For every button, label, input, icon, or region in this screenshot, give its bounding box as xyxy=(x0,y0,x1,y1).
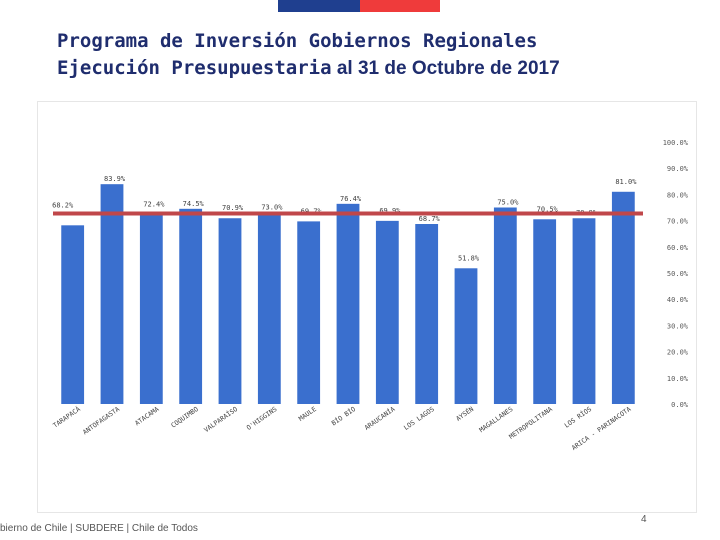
y-tick-label: 60.0% xyxy=(667,244,689,252)
x-tick-label: ATACAMA xyxy=(133,405,160,427)
data-label: 81.0% xyxy=(615,178,637,186)
y-tick-label: 20.0% xyxy=(667,349,689,357)
subtitle-main: Ejecución Presupuestaria xyxy=(57,57,332,79)
data-label: 70.5% xyxy=(537,205,559,213)
data-label: 83.9% xyxy=(104,175,126,183)
x-tick-label: LOS RÍOS xyxy=(562,404,593,429)
data-label: 69.7% xyxy=(301,207,323,215)
data-label: 72.4% xyxy=(143,200,165,208)
subtitle-date: al 31 de Octubre de 2017 xyxy=(331,58,560,79)
y-tick-label: 40.0% xyxy=(667,296,689,304)
page-subtitle: Ejecución Presupuestaria al 31 de Octubr… xyxy=(57,57,560,80)
y-tick-label: 70.0% xyxy=(667,218,689,226)
bar xyxy=(611,191,635,404)
data-label: 76.4% xyxy=(340,195,362,203)
y-tick-label: 90.0% xyxy=(667,165,689,173)
data-label: 74.5% xyxy=(183,200,205,208)
data-label: 51.8% xyxy=(458,254,480,262)
data-label: 70.9% xyxy=(222,204,244,212)
x-tick-label: VALPARAÍSO xyxy=(202,404,239,434)
y-tick-label: 30.0% xyxy=(667,322,689,330)
y-tick-label: 0.0% xyxy=(671,401,689,409)
bar xyxy=(533,219,557,404)
bar xyxy=(297,221,321,404)
data-label: 68.7% xyxy=(419,215,441,223)
page-title: Programa de Inversión Gobiernos Regional… xyxy=(57,30,538,52)
budget-execution-chart: 0.0% 10.0% 20.0% 30.0% 40.0% 50.0% 60.0% 70.0% 8… xyxy=(37,101,697,513)
bar xyxy=(375,220,399,404)
bar xyxy=(100,184,124,404)
bar xyxy=(218,218,242,404)
data-label: 75.0% xyxy=(497,199,519,207)
data-label: 68.2% xyxy=(52,201,74,209)
top-stripe-blue xyxy=(278,0,360,12)
bar xyxy=(493,207,517,404)
x-tick-label: ANTOFAGASTA xyxy=(81,405,121,436)
x-tick-label: TARAPACÁ xyxy=(51,404,82,429)
bar xyxy=(415,224,439,404)
x-tick-label: AYSÉN xyxy=(454,404,475,423)
x-tick-label: MAULE xyxy=(297,405,318,423)
bar xyxy=(61,225,85,404)
x-tick-label: ARAUCANÍA xyxy=(362,404,396,432)
bar xyxy=(454,268,478,404)
x-tick-label: MAGALLANES xyxy=(478,405,515,434)
bar xyxy=(572,218,596,404)
top-stripe-red xyxy=(360,0,440,12)
bar xyxy=(179,208,203,404)
x-tick-label: LOS LAGOS xyxy=(402,405,436,432)
x-tick-label: COQUIMBO xyxy=(170,405,200,430)
bar xyxy=(336,203,360,404)
y-tick-label: 50.0% xyxy=(667,270,689,278)
y-tick-label: 10.0% xyxy=(667,375,689,383)
x-tick-label: O'HIGGINS xyxy=(245,405,279,432)
bar xyxy=(257,212,281,404)
footer-text: bierno de Chile | SUBDERE | Chile de Tod… xyxy=(0,523,198,534)
y-tick-label: 100.0% xyxy=(663,139,689,147)
data-label: 73.0% xyxy=(261,204,283,212)
data-label: 69.9% xyxy=(379,207,401,215)
y-tick-label: 80.0% xyxy=(667,191,689,199)
x-tick-label: BÍO BÍO xyxy=(330,404,358,427)
bar xyxy=(139,214,163,404)
x-tick-label: METROPOLITANA xyxy=(508,405,554,441)
page-number: 4 xyxy=(641,514,647,525)
